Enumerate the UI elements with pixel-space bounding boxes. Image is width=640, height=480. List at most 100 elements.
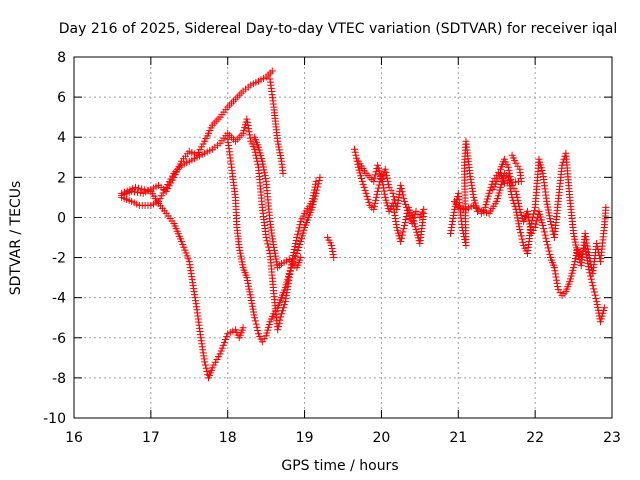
data-point xyxy=(573,247,581,255)
data-point xyxy=(201,361,209,369)
data-point xyxy=(247,297,255,305)
data-point xyxy=(280,301,288,309)
data-point xyxy=(581,229,589,237)
data-point xyxy=(262,174,270,182)
data-point xyxy=(285,270,293,278)
data-point xyxy=(486,186,494,194)
data-point xyxy=(592,294,600,302)
data-point xyxy=(144,187,152,195)
data-point xyxy=(294,230,302,238)
data-point xyxy=(138,185,146,193)
data-point xyxy=(365,198,373,206)
grid-lines xyxy=(74,57,612,418)
data-point xyxy=(515,223,523,231)
data-point xyxy=(329,248,337,256)
data-point xyxy=(511,202,519,210)
data-point xyxy=(600,304,608,312)
data-point xyxy=(260,166,268,174)
data-point xyxy=(390,196,398,204)
data-point xyxy=(402,215,410,223)
data-point xyxy=(571,235,579,243)
data-point xyxy=(179,240,187,248)
data-point xyxy=(530,207,538,215)
data-point xyxy=(296,241,304,249)
data-point xyxy=(359,180,367,188)
data-point xyxy=(202,364,210,372)
data-point xyxy=(593,301,601,309)
data-point xyxy=(277,154,285,162)
data-point xyxy=(389,189,397,197)
data-point xyxy=(383,174,391,182)
x-tick-label: 20 xyxy=(373,430,391,446)
data-point xyxy=(183,252,191,260)
data-point xyxy=(275,319,283,327)
data-point xyxy=(259,160,267,168)
data-point xyxy=(554,286,562,294)
data-point xyxy=(571,258,579,266)
data-point xyxy=(545,212,553,220)
data-point xyxy=(248,299,256,307)
data-point xyxy=(524,211,532,219)
data-point xyxy=(525,214,533,222)
data-point xyxy=(544,203,552,211)
data-point xyxy=(543,200,551,208)
data-point xyxy=(545,209,553,217)
data-point xyxy=(508,191,516,199)
data-point xyxy=(352,154,360,162)
data-point xyxy=(587,275,595,283)
data-point xyxy=(528,216,536,224)
data-point xyxy=(218,344,226,352)
data-point xyxy=(506,172,514,180)
data-point xyxy=(527,219,535,227)
data-point xyxy=(589,282,597,290)
data-point xyxy=(504,163,512,171)
data-point xyxy=(370,177,378,185)
data-point xyxy=(360,183,368,191)
data-point xyxy=(380,187,388,195)
data-point xyxy=(517,232,525,240)
data-point xyxy=(244,279,252,287)
y-tick-label: -8 xyxy=(52,371,66,387)
data-point xyxy=(400,197,408,205)
data-point xyxy=(135,184,143,192)
y-axis-label: SDTVAR / TECUs xyxy=(8,181,24,296)
data-point xyxy=(397,185,405,193)
data-point xyxy=(246,288,254,296)
data-point xyxy=(370,205,378,213)
data-point xyxy=(504,173,512,181)
data-point xyxy=(554,282,562,290)
data-point xyxy=(131,188,139,196)
data-point xyxy=(131,183,139,191)
data-point xyxy=(383,171,391,179)
data-point xyxy=(551,270,559,278)
data-point xyxy=(570,261,578,269)
y-tick-label: 2 xyxy=(57,170,66,186)
data-point xyxy=(380,184,388,192)
data-point xyxy=(570,264,578,272)
data-point xyxy=(314,180,322,188)
data-point xyxy=(271,249,279,257)
data-point xyxy=(514,217,522,225)
data-point xyxy=(184,255,192,263)
data-point xyxy=(547,217,555,225)
data-point xyxy=(222,335,230,343)
data-point xyxy=(552,273,560,281)
data-point xyxy=(274,140,282,148)
data-point xyxy=(245,125,253,133)
data-point xyxy=(292,240,300,248)
data-point xyxy=(402,203,410,211)
y-tick-label: 0 xyxy=(57,210,66,226)
data-point xyxy=(583,242,591,250)
data-point xyxy=(294,227,302,235)
data-point xyxy=(590,285,598,293)
x-tick-label: 17 xyxy=(142,430,160,446)
data-point xyxy=(275,143,283,151)
data-point xyxy=(251,148,259,156)
data-point xyxy=(247,294,255,302)
data-point xyxy=(291,243,299,251)
data-point xyxy=(591,291,599,299)
data-point xyxy=(363,192,371,200)
x-tick-label: 21 xyxy=(449,430,467,446)
data-point xyxy=(572,241,580,249)
data-point xyxy=(371,171,379,179)
